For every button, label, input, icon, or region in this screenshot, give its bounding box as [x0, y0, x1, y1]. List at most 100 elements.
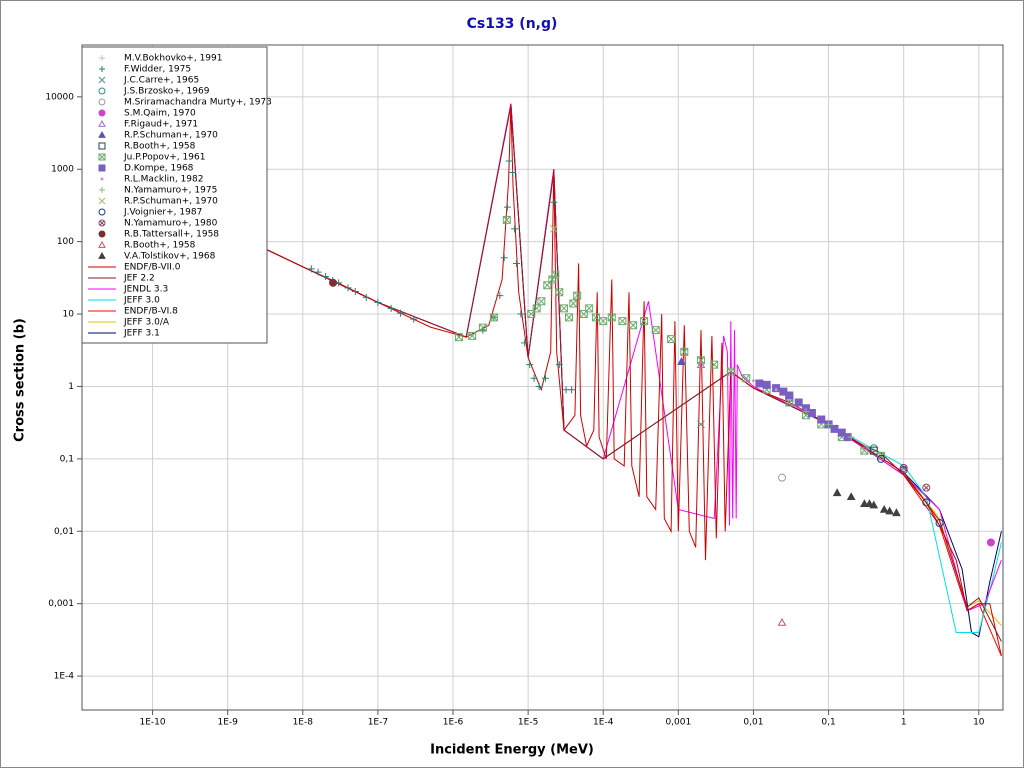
legend-swatch: [98, 142, 106, 150]
legend-label: V.A.Tolstikov+, 1968: [124, 252, 216, 262]
legend-swatch: [98, 87, 106, 95]
data-point: [817, 415, 826, 424]
data-point: [314, 268, 322, 276]
data-point: [512, 259, 520, 267]
data-point: [726, 367, 735, 376]
data-point: [651, 326, 660, 335]
data-point: [710, 360, 719, 369]
x-tick-label: 1E-4: [593, 718, 614, 728]
data-point: [521, 339, 529, 347]
data-point: [410, 315, 418, 323]
x-tick-label: 10: [973, 718, 985, 728]
data-point: [573, 291, 582, 300]
data-point: [568, 386, 576, 394]
data-point: [860, 446, 869, 455]
data-point: [629, 321, 638, 330]
x-tick-label: 1E-7: [368, 718, 388, 728]
data-point: [550, 198, 558, 206]
legend-label: M.Sriramachandra Murty+, 1973: [124, 98, 272, 108]
y-tick-label: 10000: [45, 92, 74, 102]
data-point: [830, 424, 839, 433]
data-point: [885, 506, 894, 515]
data-point: [667, 335, 676, 344]
legend-swatch: [98, 98, 106, 106]
data-point: [569, 299, 578, 308]
data-point: [559, 304, 568, 313]
data-point: [362, 293, 370, 301]
legend-swatch: [98, 76, 106, 84]
data-point: [555, 288, 564, 297]
legend-swatch: [99, 187, 105, 193]
data-point: [825, 420, 833, 428]
data-point: [794, 398, 803, 407]
data-point: [922, 483, 931, 492]
x-tick-label: 1E-10: [139, 718, 165, 728]
data-point: [777, 617, 787, 626]
data-point: [860, 499, 869, 508]
data-point: [742, 374, 751, 383]
y-tick-label: 100: [57, 237, 74, 247]
data-point: [397, 309, 405, 317]
legend-swatch: [98, 130, 106, 138]
data-point: [585, 304, 594, 313]
legend-box: [81, 46, 268, 344]
chart-title: Cs133 (n,g): [467, 16, 558, 32]
data-point: [321, 273, 329, 281]
legend-swatch: [98, 230, 106, 238]
legend-label: Ju.P.Popov+, 1961: [123, 153, 205, 163]
data-point: [517, 310, 525, 318]
x-tick-label: 1E-9: [217, 718, 238, 728]
legend-label: M.V.Bokhovko+, 1991: [124, 54, 222, 64]
x-tick-label: 1E-6: [443, 718, 464, 728]
legend-label: R.L.Macklin, 1982: [124, 175, 203, 185]
data-point: [774, 388, 778, 392]
legend-label: JEFF 3.0: [123, 296, 160, 306]
y-tick-label: 0,01: [54, 527, 74, 537]
legend-label: F.Widder, 1975: [124, 65, 191, 75]
data-point: [496, 292, 504, 300]
data-point: [489, 313, 498, 322]
data-point: [564, 313, 573, 322]
y-tick-label: 1: [68, 382, 74, 392]
legend-swatch: [98, 240, 106, 248]
y-tick-label: 0,001: [48, 599, 74, 609]
data-point: [696, 360, 706, 368]
data-point: [640, 317, 649, 326]
data-point: [899, 466, 908, 475]
x-tick-label: 0,01: [743, 718, 763, 728]
data-point: [696, 356, 705, 365]
data-point: [785, 391, 794, 400]
legend-swatch: [98, 251, 106, 259]
data-point: [680, 347, 689, 356]
legend-swatch: [98, 197, 106, 205]
data-point: [802, 408, 810, 416]
data-point: [526, 361, 534, 369]
y-axis-label: Cross section (b): [13, 318, 28, 442]
x-tick-label: 1: [901, 718, 907, 728]
data-point: [468, 331, 477, 340]
legend-label: R.P.Schuman+, 1970: [124, 131, 218, 141]
data-point: [986, 538, 995, 547]
legend-label: ENDF/B-VII.0: [124, 263, 181, 273]
legend-swatch: [98, 153, 106, 161]
legend-label: JEF 2.2: [123, 274, 155, 284]
data-point: [847, 433, 855, 441]
grid: [77, 45, 1003, 715]
data-point: [478, 323, 487, 332]
data-point: [755, 379, 764, 388]
legend-label: J.S.Brzosko+, 1969: [123, 87, 210, 97]
legend-label: F.Rigaud+, 1971: [124, 120, 198, 130]
data-point: [865, 499, 874, 508]
x-tick-label: 1E-5: [518, 718, 538, 728]
legend-label: JEFF 3.1: [123, 329, 160, 339]
legend-label: JENDL 3.3: [123, 285, 168, 295]
data-point: [892, 508, 901, 517]
data-line: [227, 105, 1002, 642]
data-point: [503, 203, 511, 211]
data-point: [551, 270, 560, 279]
data-point: [535, 382, 543, 390]
legend-label: JEFF 3.0/A: [123, 318, 170, 328]
legend-swatch: [99, 66, 105, 72]
data-point: [549, 225, 558, 233]
